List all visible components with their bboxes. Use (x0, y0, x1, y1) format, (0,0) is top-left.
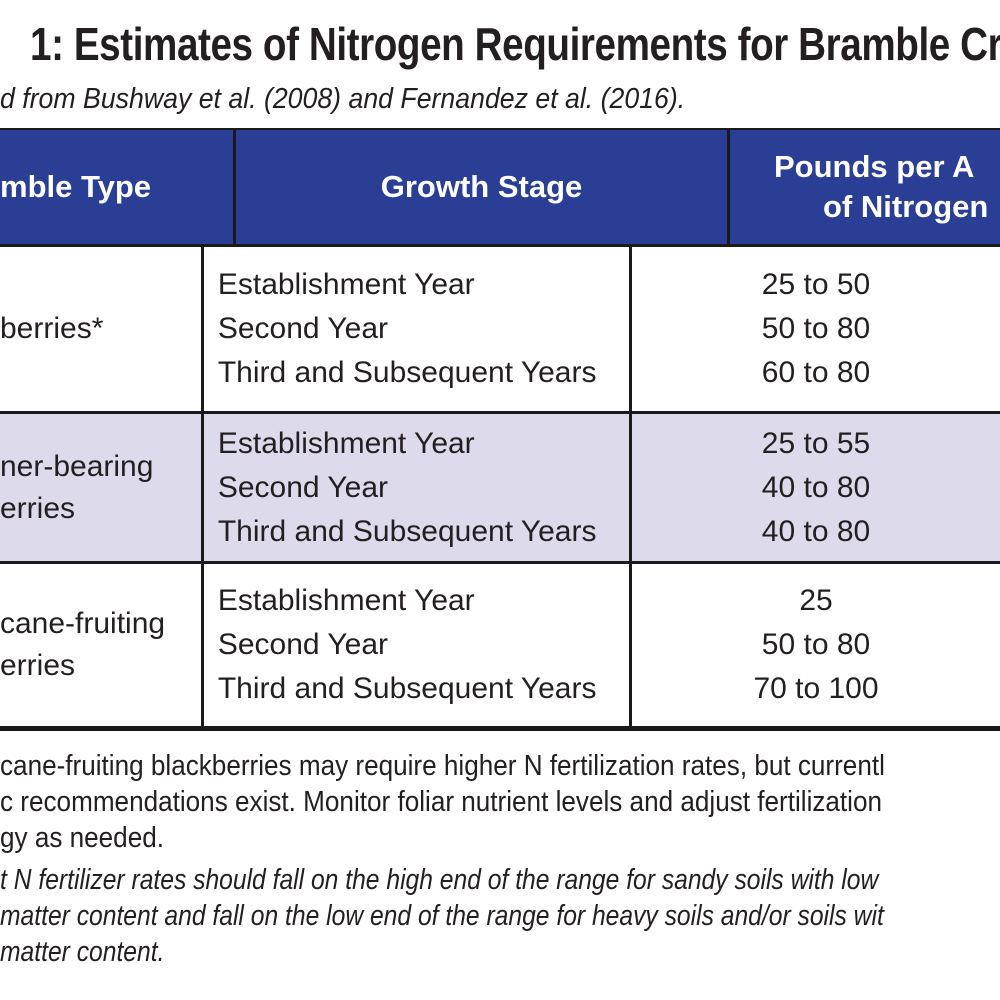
nitrogen-value: 40 to 80 (761, 514, 871, 548)
growth-stage-line: Establishment Year (217, 268, 475, 301)
footnote-line: c recommendations exist. Monitor foliar … (0, 786, 883, 818)
nitrogen-values-cell: 25 50 to 80 70 to 100 (632, 564, 1000, 726)
nitrogen-values: 25 50 to 80 70 to 100 (632, 579, 1000, 711)
growth-stage-line: Second Year (217, 470, 388, 504)
footnote-line: matter content. (0, 936, 165, 968)
nitrogen-value: 40 to 80 (761, 470, 871, 504)
nitrogen-values: 25 to 55 40 to 80 40 to 80 (632, 422, 1000, 554)
growth-stage-cell: Establishment Year Second Year Third and… (200, 247, 632, 411)
nitrogen-values: 25 to 50 50 to 80 60 to 80 (632, 263, 1000, 395)
bramble-type-cell: ner-bearing erries (0, 414, 201, 561)
growth-stage-line: Third and Subsequent Years (217, 356, 597, 389)
bramble-type-label: cane-fruiting (0, 607, 166, 640)
bramble-type-cell: cane-fruiting erries (0, 564, 201, 726)
header-cell-growth-stage: Growth Stage (233, 130, 730, 244)
growth-stage-line: Second Year (217, 628, 388, 661)
growth-stage-cell: Establishment Year Second Year Third and… (200, 414, 632, 561)
table-source-citation: d from Bushway et al. (2008) and Fernand… (0, 83, 686, 115)
nitrogen-value: 25 to 50 (761, 268, 871, 301)
bramble-type-cell: berries* (0, 247, 201, 411)
nitrogen-value: 70 to 100 (753, 672, 879, 705)
header-label-pounds-line1: Pounds per A (774, 149, 975, 184)
header-label-bramble-type: mble Type (0, 169, 152, 204)
header-label-pounds-line2: of Nitrogen (823, 189, 989, 224)
growth-stage-cell: Establishment Year Second Year Third and… (200, 564, 632, 726)
table-row: ner-bearing erries Establishment Year Se… (0, 414, 1000, 564)
growth-stage-line: Third and Subsequent Years (217, 514, 597, 548)
footnote-soil-note-italic: t N fertilizer rates should fall on the … (0, 862, 884, 970)
nitrogen-values-cell: 25 to 55 40 to 80 40 to 80 (632, 414, 1000, 561)
growth-stage-line: Establishment Year (217, 584, 475, 617)
table-row: cane-fruiting erries Establishment Year … (0, 564, 1000, 726)
nitrogen-values-cell: 25 to 50 50 to 80 60 to 80 (632, 247, 1000, 411)
nitrogen-value: 25 (799, 584, 833, 617)
nitrogen-value: 25 to 55 (761, 426, 871, 460)
growth-stage-line: Third and Subsequent Years (217, 672, 597, 705)
footnote-line: t N fertilizer rates should fall on the … (0, 864, 879, 896)
nitrogen-value: 50 to 80 (761, 312, 871, 345)
table-header-row: mble Type Growth Stage Pounds per A of N… (0, 130, 1000, 247)
bramble-type-label: erries (0, 649, 76, 682)
bramble-type-label: erries (0, 491, 76, 525)
nitrogen-value: 50 to 80 (761, 628, 871, 661)
growth-stage-line: Second Year (217, 312, 388, 345)
footnote-line: matter content and fall on the low end o… (0, 900, 884, 932)
page-title: 1: Estimates of Nitrogen Requirements fo… (30, 18, 1000, 70)
nitrogen-requirements-table: mble Type Growth Stage Pounds per A of N… (0, 128, 1000, 731)
nitrogen-value: 60 to 80 (761, 356, 871, 389)
footnote-asterisk: cane-fruiting blackberries may require h… (0, 748, 885, 856)
bramble-type-label: ner-bearing (0, 449, 154, 483)
header-label-growth-stage: Growth Stage (380, 169, 583, 204)
bramble-type-label: berries* (0, 312, 104, 345)
footnote-line: gy as needed. (0, 822, 164, 854)
table-row: berries* Establishment Year Second Year … (0, 247, 1000, 414)
footnote-line: cane-fruiting blackberries may require h… (0, 750, 885, 782)
growth-stage-line: Establishment Year (217, 426, 475, 460)
header-cell-bramble-type: mble Type (0, 130, 233, 244)
header-cell-pounds-nitrogen: Pounds per A of Nitrogen (730, 130, 1000, 244)
